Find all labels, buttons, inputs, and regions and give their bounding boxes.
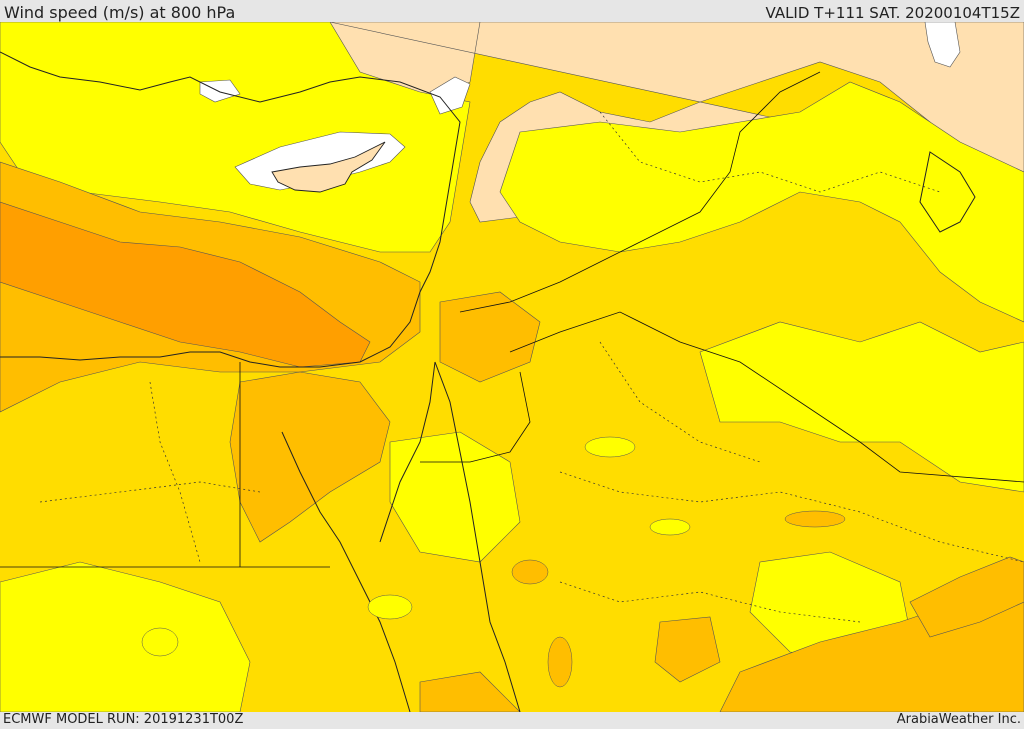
border-jordan	[459, 71, 821, 313]
patch-low-2	[649, 518, 691, 536]
patch-high-1	[511, 559, 549, 585]
field-low-east	[699, 321, 1024, 493]
field-high-levant	[439, 291, 541, 383]
wind-speed-map	[0, 22, 1024, 712]
field-strong-core	[0, 201, 371, 368]
patch-low-3	[367, 594, 413, 620]
patch-high-3	[784, 510, 846, 528]
map-title: Wind speed (m/s) at 800 hPa	[4, 3, 236, 22]
coastline-redsea-west	[281, 431, 411, 712]
cyprus-island	[271, 141, 386, 193]
border-inner-1	[420, 371, 531, 463]
brand-label: ArabiaWeather Inc.	[896, 712, 1021, 727]
valid-time: VALID T+111 SAT. 20200104T15Z	[765, 4, 1020, 22]
field-high-bottom	[419, 671, 521, 712]
boundary-dotted-3	[39, 481, 261, 503]
coastline-north	[0, 51, 461, 368]
field-calm-north	[199, 79, 241, 103]
border-saudi-iraq	[509, 311, 1024, 483]
map-header: Wind speed (m/s) at 800 hPa VALID T+111 …	[0, 0, 1024, 22]
patch-low-1	[584, 436, 636, 458]
boundary-dotted-5	[149, 381, 201, 563]
field-low-northeast	[499, 81, 1024, 323]
model-run-label: ECMWF MODEL RUN: 20191231T00Z	[3, 712, 244, 727]
field-high-egypt	[229, 371, 391, 543]
coastline-gulf	[919, 151, 976, 233]
field-high-east-band	[909, 556, 1024, 638]
map-footer: ECMWF MODEL RUN: 20191231T00Z ArabiaWeat…	[0, 712, 1024, 729]
field-low-center	[389, 431, 521, 563]
field-calm-northeast	[429, 76, 471, 115]
boundary-dotted-6	[599, 341, 761, 463]
field-high-south	[654, 616, 721, 683]
coastline-redsea-east	[379, 361, 521, 712]
field-low-southwest	[0, 561, 251, 712]
map-canvas	[0, 22, 1024, 712]
patch-high-2	[547, 636, 573, 688]
patch-low-4	[141, 627, 179, 657]
field-calm-caspian	[924, 22, 961, 68]
